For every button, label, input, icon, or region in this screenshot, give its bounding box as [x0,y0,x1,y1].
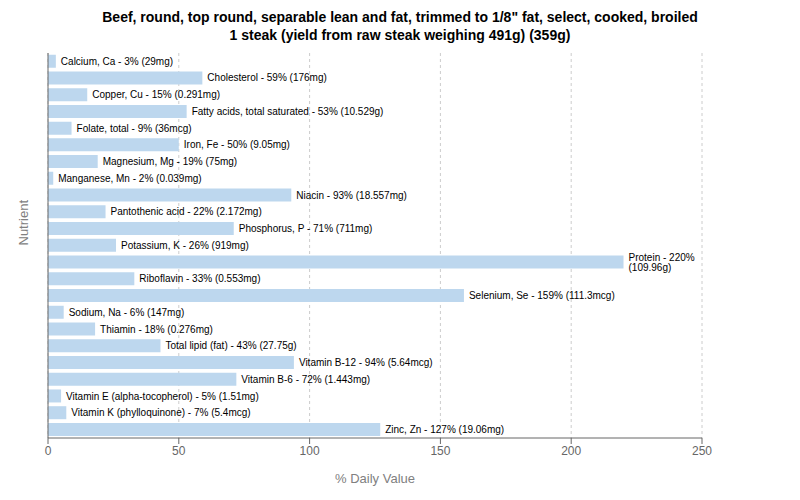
svg-text:50: 50 [172,444,186,458]
svg-text:Protein - 220%(109.96g): Protein - 220%(109.96g) [629,252,695,273]
svg-text:Riboflavin - 33% (0.553mg): Riboflavin - 33% (0.553mg) [139,273,260,284]
svg-text:Niacin - 93% (18.557mg): Niacin - 93% (18.557mg) [296,190,407,201]
svg-text:100: 100 [300,444,320,458]
svg-text:% Daily Value: % Daily Value [335,471,415,486]
svg-text:Iron, Fe - 50% (9.05mg): Iron, Fe - 50% (9.05mg) [184,139,290,150]
svg-text:Thiamin - 18% (0.276mg): Thiamin - 18% (0.276mg) [100,324,213,335]
svg-text:Copper, Cu - 15% (0.291mg): Copper, Cu - 15% (0.291mg) [92,89,220,100]
svg-text:Calcium, Ca - 3% (29mg): Calcium, Ca - 3% (29mg) [61,56,173,67]
svg-text:Total lipid (fat) - 43% (27.75: Total lipid (fat) - 43% (27.75g) [165,340,296,351]
svg-text:150: 150 [430,444,450,458]
svg-text:Sodium, Na - 6% (147mg): Sodium, Na - 6% (147mg) [69,307,185,318]
svg-text:Potassium, K - 26% (919mg): Potassium, K - 26% (919mg) [121,240,249,251]
svg-text:Fatty acids, total saturated -: Fatty acids, total saturated - 53% (10.5… [192,106,384,117]
svg-text:Nutrient: Nutrient [16,200,31,246]
svg-text:Vitamin B-12 - 94% (5.64mcg): Vitamin B-12 - 94% (5.64mcg) [299,357,433,368]
html-text:Beef, round, top round, separa: Beef, round, top round, separable lean a… [102,9,698,43]
svg-text:Phosphorus, P - 71% (711mg): Phosphorus, P - 71% (711mg) [239,223,373,234]
svg-text:Magnesium, Mg - 19% (75mg): Magnesium, Mg - 19% (75mg) [103,156,238,167]
svg-text:200: 200 [561,444,581,458]
svg-text:Zinc, Zn - 127% (19.06mg): Zinc, Zn - 127% (19.06mg) [385,424,504,435]
svg-text:0: 0 [45,444,52,458]
svg-text:Cholesterol - 59% (176mg): Cholesterol - 59% (176mg) [207,72,327,83]
svg-text:Vitamin B-6 - 72% (1.443mg): Vitamin B-6 - 72% (1.443mg) [241,374,370,385]
svg-text:Vitamin E (alpha-tocopherol) -: Vitamin E (alpha-tocopherol) - 5% (1.51m… [66,391,259,402]
svg-text:250: 250 [692,444,712,458]
svg-text:Folate, total - 9% (36mcg): Folate, total - 9% (36mcg) [77,123,192,134]
svg-text:Pantothenic acid - 22% (2.172m: Pantothenic acid - 22% (2.172mg) [111,206,262,217]
svg-text:Vitamin K (phylloquinone) - 7%: Vitamin K (phylloquinone) - 7% (5.4mcg) [71,407,250,418]
svg-text:Selenium, Se - 159% (111.3mcg): Selenium, Se - 159% (111.3mcg) [469,290,615,301]
svg-text:Manganese, Mn - 2% (0.039mg): Manganese, Mn - 2% (0.039mg) [58,173,201,184]
